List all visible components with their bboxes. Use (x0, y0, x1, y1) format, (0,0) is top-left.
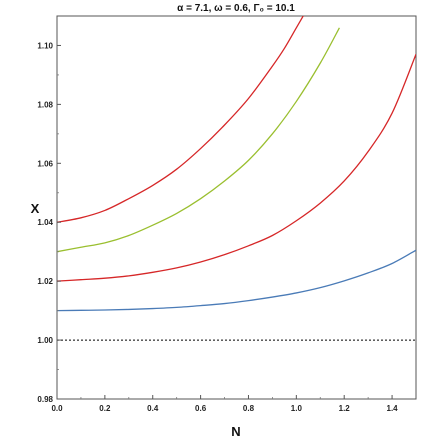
series-line-1 (57, 27, 340, 253)
y-tick-label: 1.06 (37, 159, 53, 168)
series-line-3 (57, 249, 416, 312)
x-tick-label: 0.2 (99, 404, 111, 413)
series-line-2 (57, 54, 416, 282)
x-tick-label: 0.4 (147, 404, 159, 413)
x-tick-label: 0.0 (51, 404, 63, 413)
chart-title: α = 7.1, ω = 0.6, Γ₀ = 10.1 (177, 3, 295, 14)
y-tick-label: 0.98 (37, 395, 53, 404)
x-tick-label: 0.6 (195, 404, 207, 413)
x-tick-label: 1.4 (387, 404, 399, 413)
y-tick-label: 1.04 (37, 218, 53, 227)
y-tick-label: 1.10 (37, 41, 53, 50)
x-axis-ticks: 0.0 0.2 0.4 0.6 0.8 1.0 1.2 1.4 (51, 395, 398, 413)
y-tick-label: 1.08 (37, 100, 53, 109)
y-tick-label: 1.02 (37, 277, 53, 286)
x-tick-label: 1.0 (291, 404, 303, 413)
x-tick-label: 1.2 (339, 404, 351, 413)
series-layer (57, 16, 416, 312)
x-axis-title: N (231, 424, 240, 439)
series-line-0 (57, 16, 304, 223)
plot-frame (56, 15, 417, 400)
y-tick-label: 1.00 (37, 336, 53, 345)
x-tick-label: 0.8 (243, 404, 255, 413)
y-axis-title: X (31, 201, 40, 216)
y-axis-ticks: 0.98 1.00 1.02 1.04 1.06 1.08 1.10 (37, 41, 61, 404)
